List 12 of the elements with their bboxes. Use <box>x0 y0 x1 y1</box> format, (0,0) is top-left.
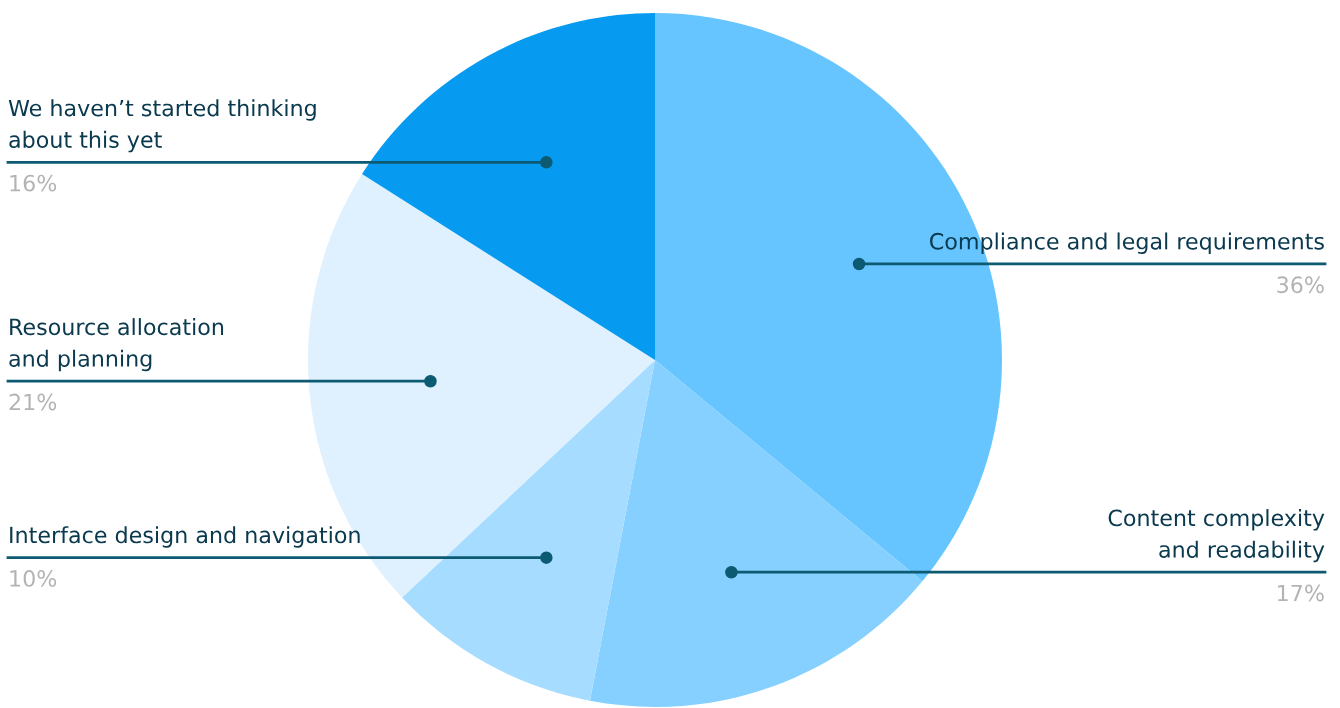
pie-slice <box>362 13 655 360</box>
slice-label: We haven’t started thinking about this yet <box>8 99 316 153</box>
slice-label: Interface design and navigation <box>10 526 360 548</box>
data-label: 10% <box>10 570 57 587</box>
slice-label: Content complexity and readability <box>1108 509 1325 563</box>
data-label: 21% <box>9 393 57 411</box>
data-label: 16% <box>10 174 57 192</box>
data-label: 17% <box>1278 584 1324 602</box>
pie-slice <box>402 360 655 701</box>
slice-label: Resource allocation and planning <box>9 318 224 372</box>
pie-slice <box>589 360 923 707</box>
data-label: 36% <box>1277 276 1324 294</box>
